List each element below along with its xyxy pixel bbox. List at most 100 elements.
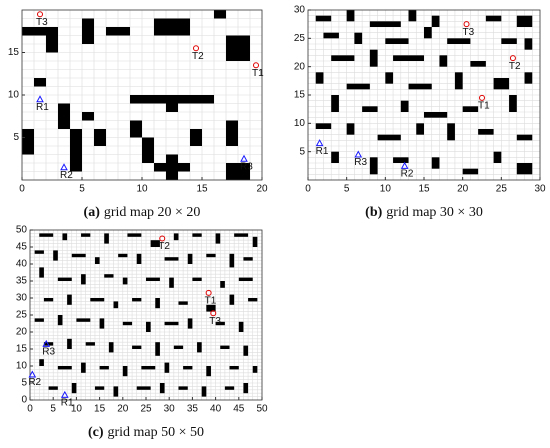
obstacle bbox=[234, 233, 249, 237]
obstacle bbox=[178, 301, 188, 305]
obstacle bbox=[331, 151, 339, 163]
obstacle bbox=[385, 72, 394, 84]
point-label: T2 bbox=[509, 61, 521, 72]
obstacle bbox=[226, 35, 250, 61]
obstacle bbox=[416, 123, 424, 135]
point-label: T2 bbox=[192, 51, 204, 62]
obstacle bbox=[71, 383, 77, 394]
obstacle bbox=[393, 157, 409, 163]
obstacle bbox=[243, 345, 249, 356]
obstacle bbox=[113, 301, 119, 309]
caption: (a) grid map 20 × 20 bbox=[84, 205, 201, 220]
obstacle bbox=[524, 38, 533, 50]
obstacle bbox=[516, 15, 533, 27]
obstacle bbox=[501, 38, 517, 44]
obstacle bbox=[439, 55, 448, 67]
obstacle bbox=[141, 366, 156, 370]
obstacle bbox=[173, 345, 184, 349]
point-label: R3 bbox=[240, 161, 253, 172]
obstacle bbox=[238, 277, 253, 281]
point-label: R2 bbox=[28, 377, 41, 388]
obstacle bbox=[393, 55, 424, 61]
robot-marker bbox=[60, 390, 69, 398]
point-label: T3 bbox=[463, 27, 475, 38]
obstacle bbox=[118, 253, 128, 258]
obstacle bbox=[187, 318, 193, 329]
obstacle bbox=[70, 129, 82, 172]
obstacle bbox=[178, 386, 188, 390]
robot-marker bbox=[28, 370, 37, 378]
target-marker bbox=[37, 11, 43, 18]
obstacle bbox=[331, 55, 355, 61]
point-label: T1 bbox=[478, 100, 490, 111]
target-marker bbox=[159, 235, 166, 242]
obstacle bbox=[130, 120, 142, 138]
robot-marker bbox=[36, 95, 44, 103]
obstacle bbox=[132, 298, 142, 302]
obstacle bbox=[76, 318, 91, 322]
x-tick-label: 0 bbox=[305, 184, 311, 195]
obstacle bbox=[150, 240, 160, 247]
obstacle bbox=[81, 362, 86, 373]
point-label: T1 bbox=[252, 68, 264, 79]
obstacle bbox=[252, 236, 258, 247]
obstacle bbox=[206, 366, 211, 377]
x-tick-label: 15 bbox=[196, 184, 208, 195]
obstacle bbox=[81, 233, 91, 237]
obstacle bbox=[243, 257, 253, 261]
obstacle bbox=[315, 72, 324, 84]
obstacle bbox=[164, 257, 179, 261]
obstacle bbox=[99, 366, 109, 370]
obstacle bbox=[48, 386, 58, 390]
obstacle bbox=[454, 72, 463, 90]
y-tick-label: 50 bbox=[16, 225, 28, 236]
obstacle bbox=[130, 95, 214, 104]
caption-label: (a) bbox=[84, 205, 101, 220]
x-tick-label: 35 bbox=[187, 404, 199, 415]
y-tick-label: 25 bbox=[294, 33, 306, 44]
obstacle bbox=[493, 151, 502, 163]
obstacle bbox=[485, 15, 502, 22]
obstacle bbox=[229, 366, 239, 370]
obstacle bbox=[197, 342, 202, 353]
x-tick-label: 30 bbox=[164, 404, 176, 415]
obstacle bbox=[122, 366, 128, 377]
obstacle bbox=[243, 383, 249, 394]
obstacle bbox=[400, 100, 409, 112]
obstacle bbox=[57, 315, 63, 326]
obstacle bbox=[82, 18, 94, 44]
obstacle bbox=[39, 233, 54, 237]
obstacle bbox=[57, 277, 72, 281]
robot-marker bbox=[315, 139, 324, 147]
obstacle bbox=[71, 253, 86, 258]
obstacle bbox=[22, 129, 34, 155]
obstacle bbox=[516, 134, 533, 141]
obstacle bbox=[82, 112, 94, 121]
x-tick-label: 10 bbox=[380, 184, 392, 195]
point-label: R1 bbox=[316, 146, 329, 157]
point-label: R1 bbox=[36, 102, 49, 113]
obstacle bbox=[424, 27, 432, 39]
obstacle bbox=[424, 112, 448, 118]
obstacle bbox=[22, 27, 58, 36]
obstacle bbox=[104, 233, 109, 244]
obstacle bbox=[220, 281, 225, 288]
obstacle bbox=[377, 134, 401, 141]
obstacle bbox=[85, 342, 95, 346]
obstacle bbox=[122, 277, 128, 285]
y-tick-label: 25 bbox=[16, 310, 28, 321]
caption-text: grid map 20 × 20 bbox=[104, 205, 201, 220]
point-label: T3 bbox=[209, 316, 221, 327]
x-tick-label: 20 bbox=[117, 404, 129, 415]
caption: (c) grid map 50 × 50 bbox=[88, 425, 204, 440]
obstacle bbox=[229, 294, 235, 305]
obstacle bbox=[90, 298, 105, 302]
y-tick-label: 5 bbox=[299, 146, 305, 157]
point-label: T1 bbox=[205, 296, 217, 307]
obstacle bbox=[34, 78, 46, 87]
obstacle bbox=[478, 129, 494, 135]
y-tick-label: 20 bbox=[16, 327, 28, 338]
obstacle bbox=[224, 386, 235, 390]
obstacle bbox=[516, 163, 533, 175]
obstacle bbox=[108, 342, 114, 353]
